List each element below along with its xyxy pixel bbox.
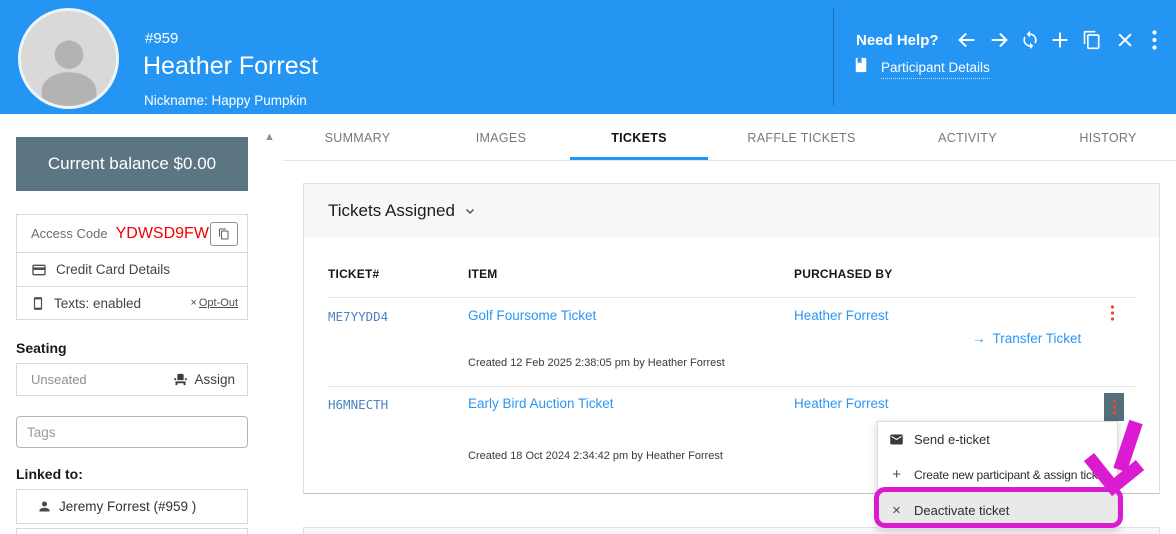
linked-to-heading: Linked to:: [16, 466, 83, 482]
person-icon: [39, 501, 50, 512]
tab-summary[interactable]: SUMMARY: [324, 130, 391, 145]
purchased-by-link[interactable]: Heather Forrest: [794, 308, 889, 323]
avatar: [18, 8, 119, 109]
column-header-purchased-by: PURCHASED BY: [794, 267, 893, 281]
refresh-icon[interactable]: [1018, 28, 1042, 52]
menu-item-deactivate-ticket[interactable]: × Deactivate ticket: [878, 492, 1117, 528]
linked-person-row[interactable]: Jeremy Forrest (#959 ): [16, 489, 248, 524]
texts-enabled-label: Texts: enabled: [54, 295, 142, 311]
column-header-item: ITEM: [468, 267, 498, 281]
row-divider: [328, 386, 1135, 387]
section-title: Tickets Assigned: [328, 200, 455, 220]
duplicate-icon[interactable]: [1080, 28, 1104, 52]
row-actions-kebab-icon[interactable]: [1103, 304, 1121, 322]
item-link[interactable]: Early Bird Auction Ticket: [468, 396, 614, 411]
seat-icon: [174, 373, 188, 386]
x-icon: ×: [892, 501, 901, 519]
credit-card-icon: [31, 262, 47, 278]
linked-person-row-partial: [16, 528, 248, 534]
access-code-label: Access Code: [31, 226, 108, 241]
access-code-value: YDWSD9FW: [115, 224, 209, 242]
ticket-actions-menu: Send e-ticket + Create new participant &…: [877, 421, 1118, 529]
tab-images[interactable]: IMAGES: [475, 130, 527, 145]
tab-history[interactable]: HISTORY: [1079, 130, 1137, 145]
participant-number: #959: [145, 30, 179, 47]
more-options-icon[interactable]: [1146, 28, 1162, 52]
texts-row: Texts: enabled × Opt-Out: [17, 286, 247, 319]
forward-arrow-icon[interactable]: [987, 28, 1011, 52]
table-header-divider: [328, 297, 1135, 298]
back-arrow-icon[interactable]: [955, 28, 979, 52]
copy-icon: [219, 228, 229, 239]
participant-nickname: Nickname: Happy Pumpkin: [144, 93, 307, 108]
credit-card-details-row[interactable]: Credit Card Details: [17, 252, 247, 286]
breadcrumb-page-label[interactable]: Participant Details: [881, 60, 990, 79]
linked-person-name: Jeremy Forrest (#959 ): [59, 499, 197, 514]
add-icon[interactable]: [1048, 28, 1072, 52]
column-header-ticket: TICKET#: [328, 267, 380, 281]
tickets-assigned-header[interactable]: Tickets Assigned: [304, 184, 1159, 237]
next-section-card-edge: [303, 527, 1160, 534]
seating-box: Unseated Assign: [16, 363, 248, 396]
current-balance: Current balance $0.00: [16, 137, 248, 191]
envelope-icon: [889, 432, 904, 447]
created-timestamp: Created 12 Feb 2025 2:38:05 pm by Heathe…: [468, 357, 725, 369]
assign-seat-button[interactable]: Assign: [173, 372, 235, 387]
tab-activity[interactable]: ACTIVITY: [938, 130, 997, 145]
seating-heading: Seating: [16, 340, 67, 356]
person-silhouette-icon: [41, 40, 96, 106]
arrow-right-icon: →: [972, 331, 986, 346]
participant-info-group: Access Code YDWSD9FW Credit Card Details…: [16, 214, 248, 320]
opt-out-x-icon: ×: [190, 297, 197, 309]
menu-item-create-participant[interactable]: + Create new participant & assign ticket: [878, 457, 1117, 492]
item-link[interactable]: Golf Foursome Ticket: [468, 308, 597, 323]
purchased-by-link[interactable]: Heather Forrest: [794, 396, 889, 411]
ticket-number-link[interactable]: H6MNECTH: [328, 397, 389, 412]
close-icon[interactable]: [1113, 28, 1137, 52]
credit-card-label: Credit Card Details: [56, 262, 171, 277]
menu-item-send-eticket[interactable]: Send e-ticket: [878, 422, 1117, 457]
tags-input[interactable]: [16, 416, 248, 448]
row-actions-kebab-icon-active[interactable]: [1104, 393, 1124, 421]
created-timestamp: Created 18 Oct 2024 2:34:42 pm by Heathe…: [468, 450, 723, 462]
chevron-down-icon: [465, 208, 474, 214]
plus-icon: +: [892, 466, 901, 483]
need-help-link[interactable]: Need Help?: [856, 32, 939, 49]
book-icon: [852, 56, 872, 76]
copy-access-code-button[interactable]: [210, 221, 238, 246]
participant-name: Heather Forrest: [143, 52, 319, 80]
tab-bar: SUMMARY IMAGES TICKETS RAFFLE TICKETS AC…: [283, 115, 1176, 161]
header-bar: #959 Heather Forrest Nickname: Happy Pum…: [0, 0, 1176, 114]
opt-out-link[interactable]: × Opt-Out: [190, 297, 238, 309]
seating-status: Unseated: [31, 372, 87, 387]
tab-tickets[interactable]: TICKETS: [570, 115, 708, 160]
collapse-arrow-icon[interactable]: ▲: [264, 131, 275, 143]
access-code-row: Access Code YDWSD9FW: [17, 215, 247, 252]
tab-raffle-tickets[interactable]: RAFFLE TICKETS: [747, 130, 856, 145]
phone-icon: [31, 296, 45, 311]
header-divider: [833, 8, 834, 106]
transfer-ticket-link[interactable]: → Transfer Ticket: [972, 331, 1082, 346]
ticket-number-link[interactable]: ME7YYDD4: [328, 309, 389, 324]
